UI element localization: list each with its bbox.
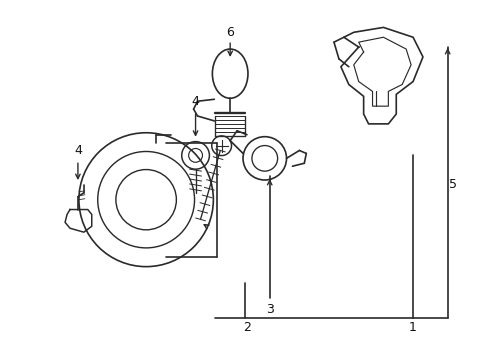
Text: 3: 3 bbox=[266, 303, 273, 316]
Text: 1: 1 bbox=[409, 321, 417, 334]
Text: 2: 2 bbox=[243, 321, 251, 334]
Text: 4: 4 bbox=[74, 144, 82, 157]
Text: 5: 5 bbox=[449, 179, 457, 192]
Text: 6: 6 bbox=[226, 26, 234, 39]
Text: 4: 4 bbox=[192, 95, 199, 108]
